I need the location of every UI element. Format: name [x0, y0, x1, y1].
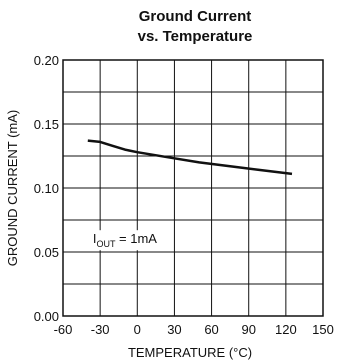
y-axis-label: GROUND CURRENT (mA)	[5, 110, 20, 266]
annotation-background	[86, 230, 164, 251]
plot-frame	[62, 59, 324, 317]
x-axis-label: TEMPERATURE (°C)	[128, 345, 252, 360]
y-tick-labels: 0.00 0.05 0.10 0.15 0.20	[34, 53, 59, 324]
y-tick-label: 0.20	[34, 53, 59, 68]
annotation-prefix: I	[93, 231, 97, 246]
x-tick-label: 150	[312, 322, 334, 337]
y-tick-label: 0.00	[34, 309, 59, 324]
x-tick-label: 0	[134, 322, 141, 337]
annotation-subscript: OUT	[96, 239, 116, 249]
x-tick-label: -30	[91, 322, 110, 337]
y-tick-label: 0.05	[34, 245, 59, 260]
chart-title-line2: vs. Temperature	[138, 28, 253, 45]
x-tick-label: 60	[204, 322, 218, 337]
y-tick-label: 0.10	[34, 181, 59, 196]
x-tick-labels: -60 -30 0 30 60 90 120 150	[54, 322, 334, 337]
chart-title-line1: Ground Current	[139, 8, 252, 25]
x-tick-label: 90	[241, 322, 255, 337]
data-series-line	[87, 139, 293, 176]
x-tick-label: 120	[275, 322, 297, 337]
annotation-suffix: = 1mA	[115, 231, 157, 246]
grid	[62, 59, 324, 317]
annotation-label: IOUT = 1mA	[93, 231, 157, 249]
x-tick-label: 30	[167, 322, 181, 337]
x-tick-label: -60	[54, 322, 73, 337]
y-tick-label: 0.15	[34, 117, 59, 132]
